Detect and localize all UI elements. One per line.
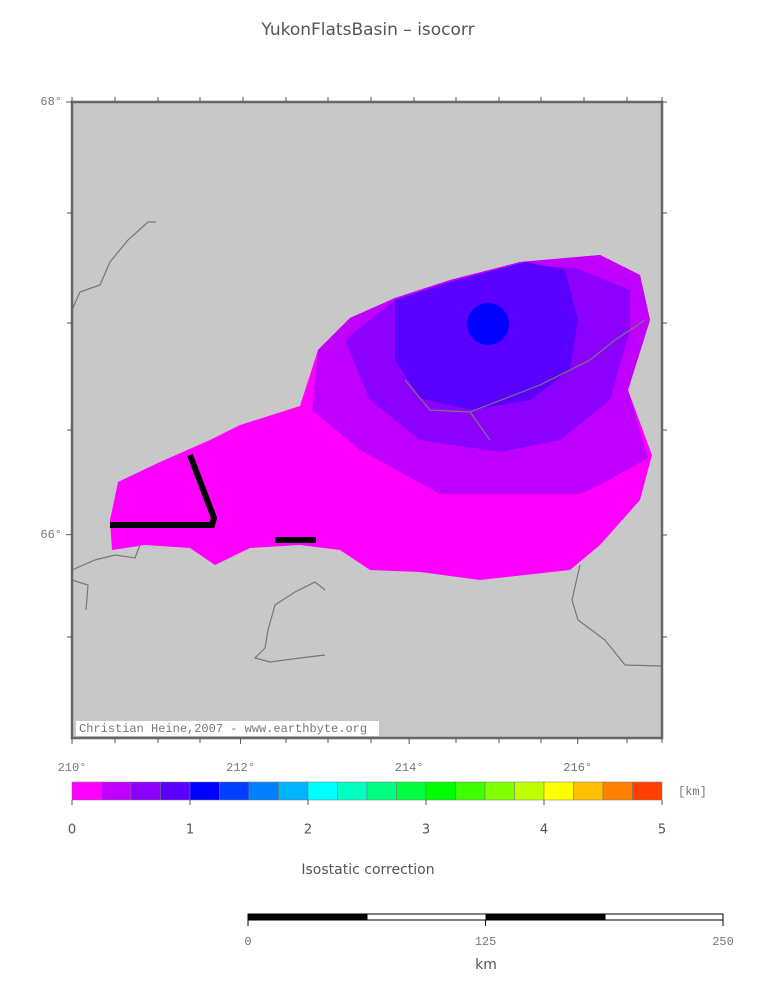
colorbar-tick-label: 1 bbox=[186, 823, 194, 838]
colorbar-swatch bbox=[484, 781, 515, 801]
colorbar-tick-label: 3 bbox=[422, 823, 430, 838]
lat-tick-label: 68° bbox=[40, 95, 62, 109]
scalebar bbox=[247, 913, 724, 921]
colorbar-label: Isostatic correction bbox=[301, 862, 434, 878]
title: YukonFlatsBasin – isocorr bbox=[260, 20, 474, 40]
anomaly-core bbox=[467, 303, 509, 345]
lon-tick-label: 212° bbox=[226, 761, 255, 775]
colorbar-swatch bbox=[632, 781, 663, 801]
colorbar-swatch bbox=[337, 781, 368, 801]
colorbar-unit: [km] bbox=[678, 785, 707, 799]
colorbar-swatch bbox=[307, 781, 338, 801]
colorbar-swatch bbox=[573, 781, 604, 801]
rivers bbox=[71, 221, 663, 667]
frame-ticks bbox=[67, 97, 667, 743]
colorbar-swatch bbox=[71, 781, 102, 801]
colorbar-swatch bbox=[278, 781, 309, 801]
colorbar-swatch bbox=[396, 781, 427, 801]
map: Christian Heine,2007 - www.earthbyte.org bbox=[67, 97, 667, 743]
colorbar-swatch bbox=[130, 781, 161, 801]
colorbar-tick-label: 4 bbox=[540, 823, 548, 838]
colorbar-swatch bbox=[366, 781, 397, 801]
boundary-lines bbox=[110, 453, 316, 543]
lon-tick-label: 214° bbox=[395, 761, 424, 775]
lon-tick-label: 216° bbox=[563, 761, 592, 775]
colorbar-swatch bbox=[543, 781, 574, 801]
colorbar-swatch bbox=[514, 781, 545, 801]
scalebar-tick-label: 250 bbox=[712, 935, 734, 949]
colorbar-swatch bbox=[602, 781, 633, 801]
credit: Christian Heine,2007 - www.earthbyte.org bbox=[79, 722, 367, 736]
credit-box bbox=[76, 721, 379, 736]
colorbar-swatch bbox=[219, 781, 250, 801]
scalebar-tick-label: 125 bbox=[475, 935, 497, 949]
scalebar-unit: km bbox=[475, 957, 497, 973]
colorbar-tick-label: 5 bbox=[658, 823, 666, 838]
colorbar-swatch bbox=[101, 781, 132, 801]
colorbar-swatch bbox=[189, 781, 220, 801]
lon-tick-label: 210° bbox=[58, 761, 87, 775]
colorbar-swatch bbox=[425, 781, 456, 801]
colorbar-tick-label: 0 bbox=[68, 823, 76, 838]
map-frame bbox=[70, 100, 664, 740]
scalebar-tick-label: 0 bbox=[244, 935, 251, 949]
colorbar-tick-label: 2 bbox=[304, 823, 312, 838]
colorbar-swatch bbox=[248, 781, 279, 801]
colorbar-swatch bbox=[160, 781, 191, 801]
lat-tick-label: 66° bbox=[40, 528, 62, 542]
colorbar-swatch bbox=[455, 781, 486, 801]
